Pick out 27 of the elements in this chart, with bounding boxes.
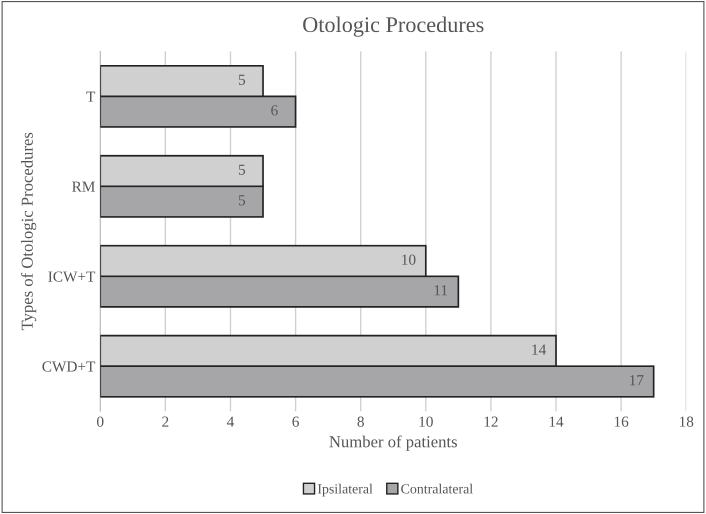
data-label: 17 <box>630 375 644 386</box>
x-axis-title: Number of patients <box>329 435 457 451</box>
x-tick-label: 6 <box>292 416 299 427</box>
y-tick-label: ICW+T <box>48 271 96 282</box>
x-tick-label: 14 <box>550 416 564 427</box>
y-tick-label: CWD+T <box>42 361 96 372</box>
data-label: 14 <box>532 344 546 355</box>
y-tick-label: T <box>86 92 96 102</box>
data-label: 11 <box>434 285 448 296</box>
chart-title: Otologic Procedures <box>303 16 484 37</box>
data-label: 6 <box>271 105 278 116</box>
data-label: 5 <box>238 164 246 175</box>
x-tick-label: 0 <box>97 416 104 427</box>
x-tick-label: 8 <box>357 416 364 427</box>
x-tick-label: 10 <box>420 416 433 427</box>
legend-label: Ipsilateral <box>318 484 373 496</box>
x-tick-label: 4 <box>226 416 234 427</box>
data-label: 10 <box>402 254 416 265</box>
data-label: 5 <box>238 74 246 85</box>
data-label: 5 <box>238 195 246 206</box>
y-tick-label: RM <box>72 182 95 192</box>
y-axis-title: Types of Otologic Procedures <box>20 132 36 330</box>
x-tick-label: 18 <box>680 416 694 427</box>
legend-label: Contralateral <box>401 484 473 494</box>
x-tick-label: 2 <box>162 416 168 427</box>
x-tick-label: 16 <box>614 416 628 427</box>
x-tick-label: 12 <box>484 416 498 427</box>
